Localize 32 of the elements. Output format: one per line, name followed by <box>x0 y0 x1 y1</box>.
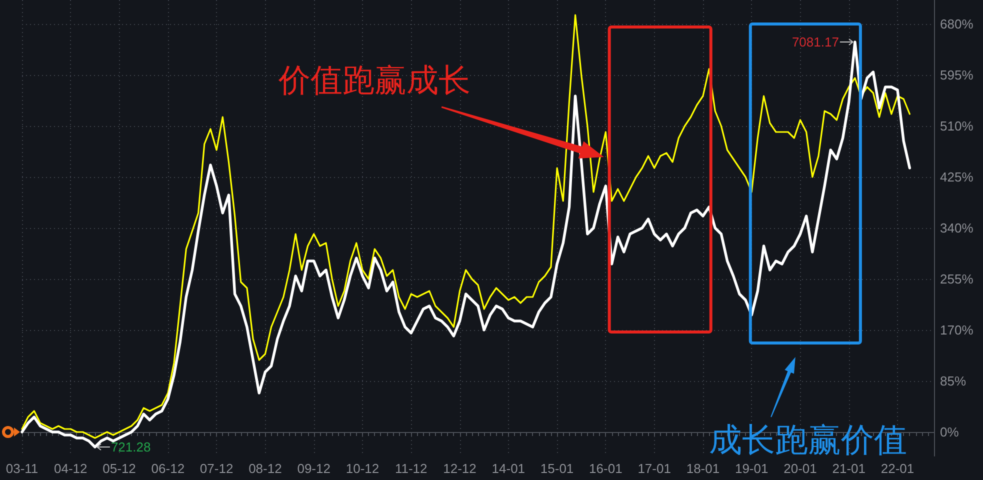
x-tick-label: 12-12 <box>443 461 476 476</box>
annotation: 7081.17 <box>792 34 839 50</box>
x-tick-label: 14-01 <box>492 461 526 476</box>
x-tick-label: 09-12 <box>297 461 330 476</box>
y-tick-label: 0% <box>940 424 960 440</box>
x-tick-label: 21-01 <box>832 461 866 476</box>
y-tick-label: 510% <box>940 118 974 134</box>
x-tick-label: 19-01 <box>734 461 768 476</box>
y-tick-label: 680% <box>940 16 974 32</box>
x-tick-label: 05-12 <box>102 461 136 476</box>
x-tick-label: 04-12 <box>54 461 88 476</box>
y-tick-label: 425% <box>940 170 974 184</box>
y-tick-label: 340% <box>940 220 974 236</box>
annotation: 价值跑赢成长 <box>278 61 471 99</box>
y-tick-label: 595% <box>940 68 974 82</box>
x-tick-label: 03-11 <box>6 461 38 476</box>
x-tick-label: 07-12 <box>200 461 234 476</box>
x-tick-label: 11-12 <box>394 461 428 476</box>
y-tick-label: 255% <box>940 272 974 286</box>
x-tick-label: 18-01 <box>686 461 720 476</box>
y-tick-label: 170% <box>940 322 974 338</box>
annotation: 721.28 <box>110 440 151 454</box>
x-tick-label: 20-01 <box>784 461 817 476</box>
x-tick-label: 17-01 <box>638 461 671 476</box>
annotation: 成长跑赢价值 <box>709 420 908 459</box>
x-tick-label: 22-01 <box>880 461 914 476</box>
y-tick-label: 85% <box>940 374 966 388</box>
x-tick-label: 15-01 <box>540 461 574 476</box>
x-tick-label: 08-12 <box>248 461 282 476</box>
x-tick-label: 06-12 <box>151 461 185 476</box>
x-tick-label: 10-12 <box>346 461 380 476</box>
x-tick-label: 16-01 <box>589 461 622 476</box>
